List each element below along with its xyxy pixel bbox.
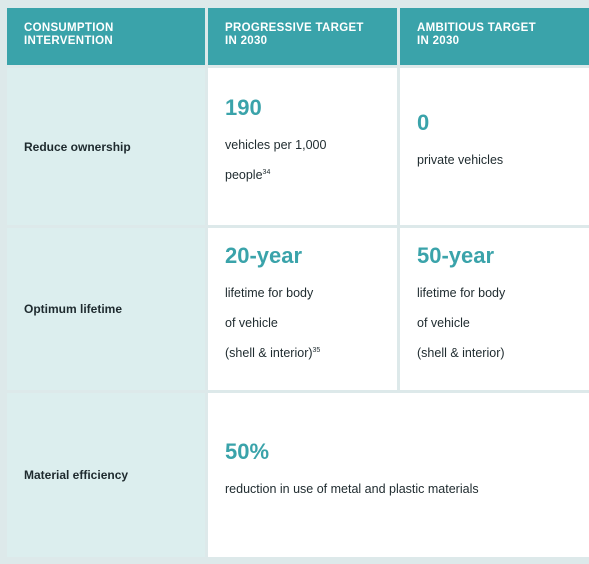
desc-line: of vehicle [225, 315, 278, 330]
row-label-text: Material efficiency [24, 468, 129, 482]
header-col2-text: PROGRESSIVE TARGET IN 2030 [225, 22, 364, 47]
combined-material-efficiency: 50% reduction in use of metal and plasti… [208, 393, 589, 557]
footnote-marker: 34 [262, 168, 271, 176]
desc-line: (shell & interior)35 [225, 346, 397, 361]
desc-line: (shell & interior) [417, 345, 505, 360]
target-description: lifetime for body of vehicle (shell & in… [417, 271, 589, 376]
target-value: 20-year [225, 242, 303, 268]
progressive-reduce-ownership: 190 vehicles per 1,000 people34 [208, 68, 397, 225]
target-description: lifetime for body of vehicle (shell & in… [225, 271, 397, 376]
header-col3-text: AMBITIOUS TARGET IN 2030 [417, 22, 536, 47]
header-consumption-intervention: CONSUMPTION INTERVENTION [7, 8, 205, 65]
desc-line: vehicles per 1,000 [225, 138, 327, 152]
desc-line: private vehicles [417, 153, 504, 167]
desc-line: people34 [225, 168, 397, 183]
header-progressive-target: PROGRESSIVE TARGET IN 2030 [208, 8, 397, 65]
desc-line: lifetime for body [225, 285, 314, 300]
desc-line: of vehicle [417, 315, 470, 330]
footnote-marker: 35 [312, 346, 321, 354]
ambitious-reduce-ownership: 0 private vehicles [400, 68, 589, 225]
ambitious-optimum-lifetime: 50-year lifetime for body of vehicle (sh… [400, 228, 589, 390]
desc-line: lifetime for body [417, 285, 506, 300]
target-description: vehicles per 1,000 people34 [225, 123, 397, 198]
target-value: 50-year [417, 242, 495, 268]
header-col1-text: CONSUMPTION INTERVENTION [24, 22, 114, 47]
row-label-text: Optimum lifetime [24, 302, 123, 316]
desc-line-text: (shell & interior) [225, 345, 313, 360]
row-label-material-efficiency: Material efficiency [7, 393, 205, 557]
desc-line: reduction in use of metal and plastic ma… [225, 481, 479, 496]
header-ambitious-target: AMBITIOUS TARGET IN 2030 [400, 8, 589, 65]
desc-line-text: people [225, 168, 263, 182]
row-label-text: Reduce ownership [24, 139, 131, 154]
row-label-optimum-lifetime: Optimum lifetime [7, 228, 205, 390]
progressive-optimum-lifetime: 20-year lifetime for body of vehicle (sh… [208, 228, 397, 390]
target-value: 190 [225, 95, 262, 120]
target-value: 50% [225, 438, 270, 464]
target-description: reduction in use of metal and plastic ma… [225, 467, 589, 512]
target-value: 0 [417, 110, 430, 135]
row-label-reduce-ownership: Reduce ownership [7, 68, 205, 225]
target-description: private vehicles [417, 138, 589, 183]
